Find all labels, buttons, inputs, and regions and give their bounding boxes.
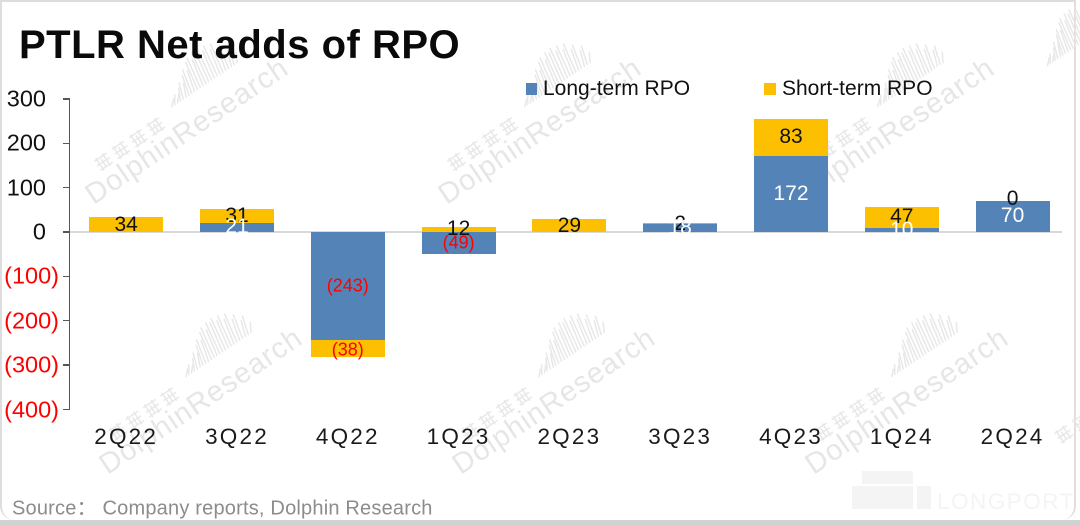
svg-text:LONGPORT: LONGPORT xyxy=(937,489,1075,514)
